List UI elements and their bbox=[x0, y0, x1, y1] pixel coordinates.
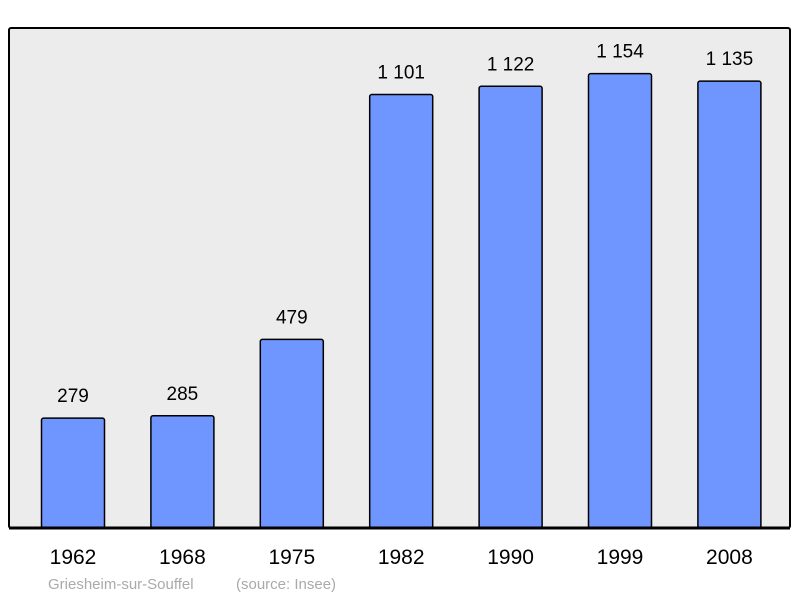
x-tick-1990: 1990 bbox=[487, 546, 534, 569]
value-label-1990: 1 122 bbox=[487, 54, 535, 75]
bar-1975 bbox=[259, 338, 325, 529]
value-label-1962: 279 bbox=[57, 386, 89, 407]
bar-2008 bbox=[697, 80, 762, 529]
footer-source: (source: Insee) bbox=[236, 576, 336, 593]
bar-1962 bbox=[40, 417, 106, 529]
value-label-1982: 1 101 bbox=[377, 63, 425, 84]
x-tick-1982: 1982 bbox=[378, 546, 425, 569]
value-label-1968: 285 bbox=[167, 384, 199, 405]
x-tick-1975: 1975 bbox=[268, 546, 315, 569]
value-label-1999: 1 154 bbox=[596, 42, 644, 63]
x-tick-1968: 1968 bbox=[159, 546, 206, 569]
bar-1999 bbox=[587, 72, 653, 529]
value-label-1975: 479 bbox=[276, 307, 308, 328]
bar-1982 bbox=[368, 93, 434, 529]
x-tick-1999: 1999 bbox=[597, 546, 644, 569]
footer-place: Griesheim-sur-Souffel bbox=[48, 576, 194, 593]
x-tick-1962: 1962 bbox=[50, 546, 97, 569]
x-tick-2008: 2008 bbox=[706, 546, 753, 569]
bar-1968 bbox=[150, 415, 215, 529]
bar-1990 bbox=[478, 85, 543, 529]
value-label-2008: 1 135 bbox=[706, 49, 754, 70]
